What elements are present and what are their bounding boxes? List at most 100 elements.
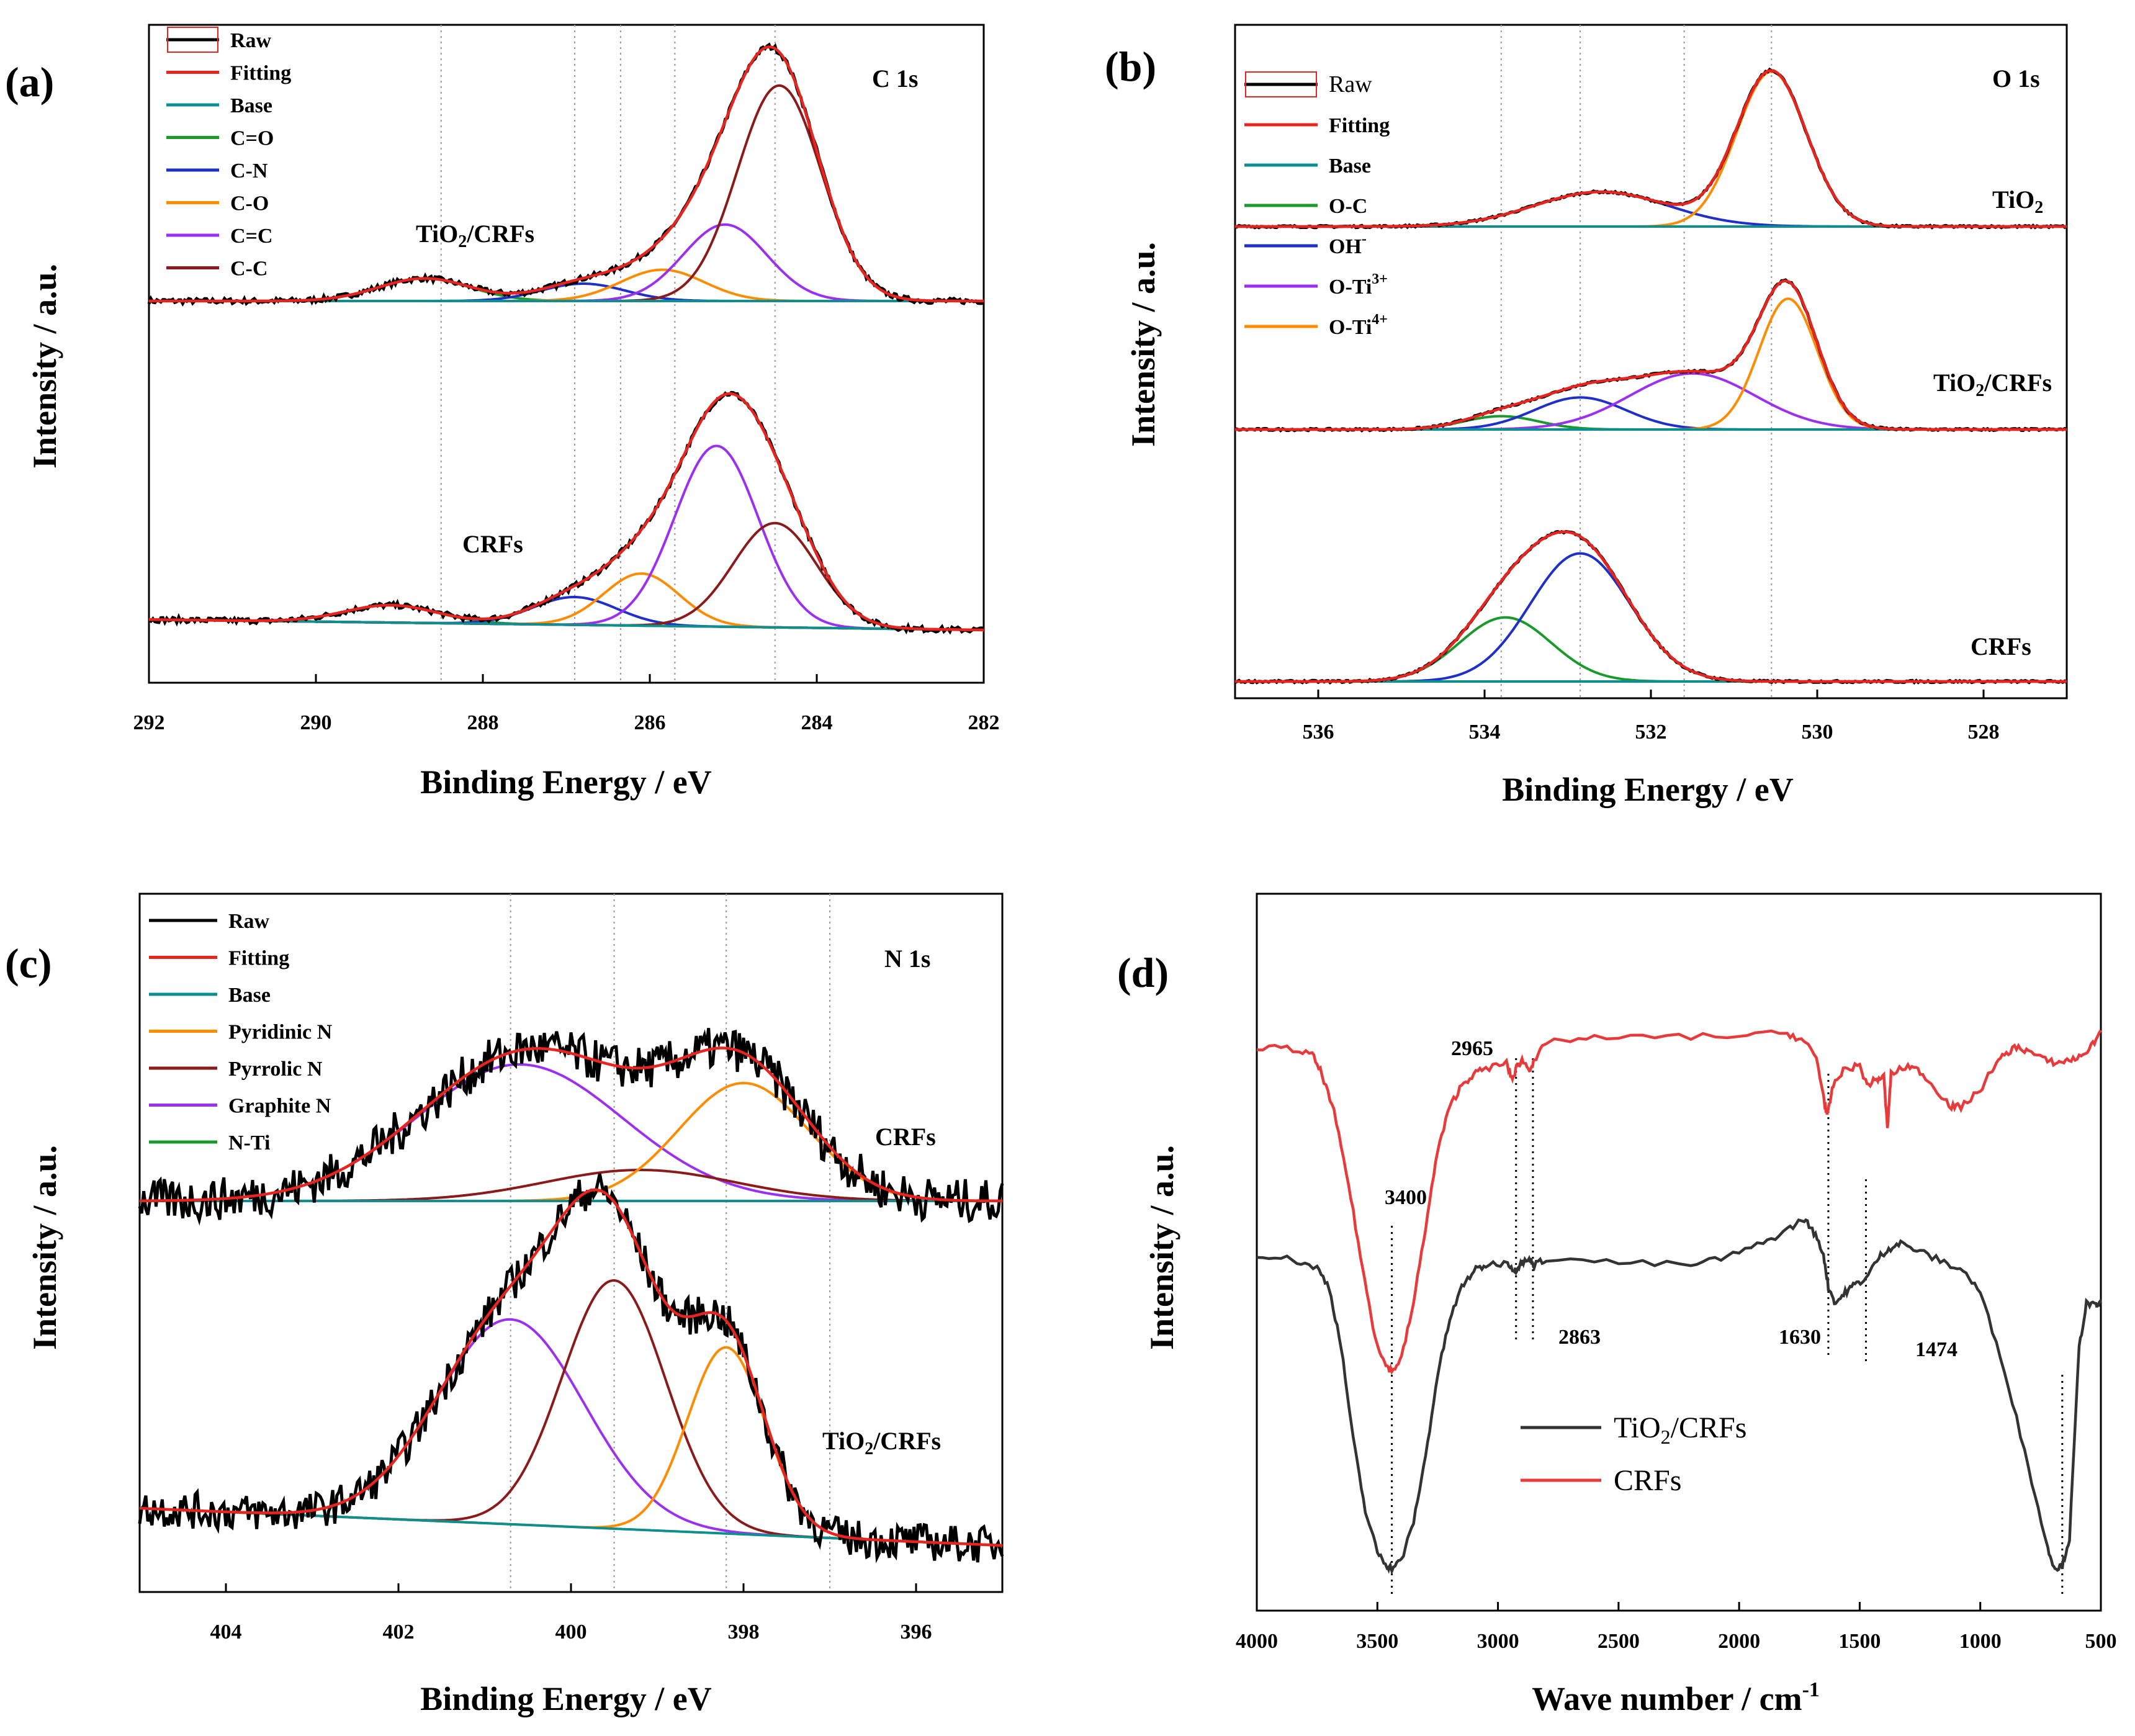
panel-a-c1s: (a) Intensity / a.u. 292 290 288 286 284 282 … bbox=[5, 24, 1000, 801]
panel-a-fitting-line bbox=[149, 392, 984, 632]
panel-d-ylabel: Intensity / a.u. bbox=[1143, 1145, 1180, 1350]
panel-b-label: (b) bbox=[1105, 43, 1156, 90]
panel-b-tick-label: 532 bbox=[1635, 721, 1667, 744]
panel-b-curves bbox=[1234, 67, 2068, 685]
panel-a-ylabel: Intensity / a.u. bbox=[26, 264, 63, 469]
panel-b-tick-label: 536 bbox=[1303, 721, 1334, 744]
panel-b-legend-item: OH- bbox=[1244, 231, 1367, 258]
panel-a-legend-label: Raw bbox=[230, 29, 272, 52]
panel-a-tick-label: 286 bbox=[634, 711, 666, 734]
panel-c-legend-item: Graphite N bbox=[149, 1095, 331, 1118]
panel-a-guides bbox=[440, 25, 776, 683]
panel-c-legend-label: Base bbox=[228, 984, 271, 1007]
panel-c-corner-label: N 1s bbox=[884, 945, 930, 973]
panel-a-legend-label: C-C bbox=[230, 258, 267, 281]
panel-a-legend-label: Fitting bbox=[230, 62, 291, 85]
panel-b-raw-line bbox=[1234, 278, 2068, 433]
panel-a-tick-label: 290 bbox=[300, 711, 332, 734]
panel-b-legend-item: O-Ti4+ bbox=[1244, 312, 1388, 339]
panel-b-sample-label-1: TiO2/CRFs bbox=[1933, 369, 2052, 400]
panel-b-legend-label: O-Ti3+ bbox=[1329, 271, 1388, 299]
panel-c-label: (c) bbox=[5, 940, 52, 987]
panel-d-legend: TiO2/CRFs CRFs bbox=[1521, 1411, 1746, 1497]
panel-a-fitting-line bbox=[149, 45, 984, 303]
panel-a-sample-label-1: CRFs bbox=[462, 530, 523, 558]
panel-d-label: (d) bbox=[1117, 949, 1169, 996]
panel-a-sample-label-0: TiO2/CRFs bbox=[416, 220, 534, 251]
panel-d-tick-label: 3000 bbox=[1477, 1630, 1519, 1653]
panel-b-component-oh bbox=[1235, 552, 2067, 683]
panel-a-axes-frame bbox=[148, 24, 985, 684]
panel-b-fitting-line bbox=[1235, 279, 2067, 431]
panel-a-legend-item: C=C bbox=[166, 225, 272, 248]
panel-d-tick-label: 1500 bbox=[1838, 1630, 1881, 1653]
panel-d-axes-frame bbox=[1256, 893, 2102, 1612]
panel-d-annotation-2863: 2863 bbox=[1558, 1326, 1601, 1349]
panel-a-legend-label: C=C bbox=[230, 225, 272, 248]
panel-a-legend-item: C-C bbox=[166, 258, 267, 281]
panel-b-legend-label: O-Ti4+ bbox=[1329, 312, 1388, 339]
panel-c-curves bbox=[138, 1028, 1004, 1563]
panel-a-corner-label: C 1s bbox=[872, 65, 918, 92]
panel-d-tick-label: 2000 bbox=[1718, 1630, 1760, 1653]
panel-b-legend-item: O-Ti3+ bbox=[1244, 271, 1388, 299]
panel-d-series-tio2-crfs bbox=[1256, 1218, 2103, 1576]
panel-c-component-pyrrolicn bbox=[139, 1279, 1003, 1547]
panel-c-legend-item: Pyridinic N bbox=[149, 1021, 333, 1044]
panel-c-tick-label: 402 bbox=[383, 1621, 415, 1644]
panel-d-xticks: 4000 3500 3000 2500 2000 1500 1000 500 bbox=[1236, 1602, 2117, 1653]
panel-b-component-oc bbox=[1235, 616, 2067, 683]
panel-a-tick-label: 292 bbox=[133, 711, 165, 734]
panel-d-annotation-1474: 1474 bbox=[1915, 1338, 1957, 1361]
panel-c-sample-label-1: TiO2/CRFs bbox=[822, 1427, 941, 1459]
panel-c-fitting-line bbox=[140, 1046, 1002, 1203]
panel-a-legend-item: Base bbox=[166, 94, 272, 117]
panel-a-legend-raw-box bbox=[167, 27, 218, 53]
panel-d-legend-item: TiO2/CRFs bbox=[1521, 1411, 1746, 1448]
panel-b-ylabel-wrap: Intensity / a.u. bbox=[1125, 242, 1162, 447]
panel-b-o1s: (b) Intensity / a.u. 536 534 532 530 528 Bin… bbox=[1105, 24, 2068, 808]
panel-d-legend-item: CRFs bbox=[1521, 1464, 1681, 1497]
panel-c-tick-label: 396 bbox=[901, 1621, 932, 1644]
panel-a-legend-label: C=O bbox=[230, 127, 274, 150]
panel-c-xlabel: Binding Energy / eV bbox=[420, 1680, 712, 1717]
panel-d-tick-label: 500 bbox=[2085, 1630, 2117, 1653]
panel-b-legend-item: Raw bbox=[1244, 71, 1372, 97]
panel-d-legend-label: TiO2/CRFs bbox=[1614, 1411, 1746, 1448]
panel-a-curves bbox=[147, 42, 985, 635]
panel-a-tick-label: 284 bbox=[801, 711, 833, 734]
panel-b-legend-item: O-C bbox=[1244, 195, 1367, 218]
panel-c-legend-label: Pyridinic N bbox=[228, 1021, 333, 1044]
panel-b-legend: Raw Fitting Base O-C OH- O-Ti3+ O-Ti4+ bbox=[1244, 71, 1390, 339]
panel-d-tick-label: 4000 bbox=[1236, 1630, 1278, 1653]
panel-c-ylabel-wrap: Intensity / a.u. bbox=[26, 1145, 63, 1350]
panel-b-xticks: 536 534 532 530 528 bbox=[1303, 690, 2000, 744]
panel-a-tick-label: 282 bbox=[968, 711, 1000, 734]
panel-b-tick-label: 534 bbox=[1469, 721, 1501, 744]
panel-b-legend-label: OH- bbox=[1329, 231, 1367, 258]
panel-c-tick-label: 400 bbox=[555, 1621, 587, 1644]
panel-b-legend-label: Base bbox=[1329, 155, 1371, 178]
panel-a-legend-label: C-O bbox=[230, 192, 269, 215]
panel-a-raw-line bbox=[148, 390, 985, 635]
panel-b-fitting-line bbox=[1235, 69, 2067, 228]
panel-c-legend-label: Graphite N bbox=[228, 1095, 331, 1118]
panel-c-legend-item: Base bbox=[149, 984, 271, 1007]
panel-c-legend-label: N-Ti bbox=[228, 1131, 270, 1154]
panel-b-legend-item: Fitting bbox=[1244, 114, 1390, 137]
panel-a-legend-label: C-N bbox=[230, 160, 268, 182]
panel-d-annotation-2965: 2965 bbox=[1451, 1037, 1493, 1060]
panel-c-legend-label: Pyrrolic N bbox=[228, 1058, 323, 1081]
panel-d-ftir: (d) Intensity / a.u. 4000 3500 3000 2500 200… bbox=[1117, 893, 2117, 1717]
panel-b-xlabel: Binding Energy / eV bbox=[1502, 771, 1794, 808]
panel-c-sample-label-0: CRFs bbox=[875, 1123, 936, 1151]
panel-c-raw-line bbox=[138, 1028, 1004, 1226]
panel-d-tick-label: 1000 bbox=[1959, 1630, 2002, 1653]
panel-d-xlabel: Wave number / cm-1 bbox=[1532, 1678, 1820, 1717]
panel-d-ylabel-wrap: Intensity / a.u. bbox=[1143, 1145, 1180, 1350]
panel-c-legend-item: Raw bbox=[149, 910, 270, 933]
panel-a-legend-item: C=O bbox=[166, 127, 274, 150]
panel-b-tick-label: 530 bbox=[1802, 721, 1833, 744]
panel-a-legend-item: Fitting bbox=[166, 62, 291, 85]
panel-c-legend: Raw Fitting Base Pyridinic N Pyrrolic N Graph… bbox=[149, 910, 333, 1154]
